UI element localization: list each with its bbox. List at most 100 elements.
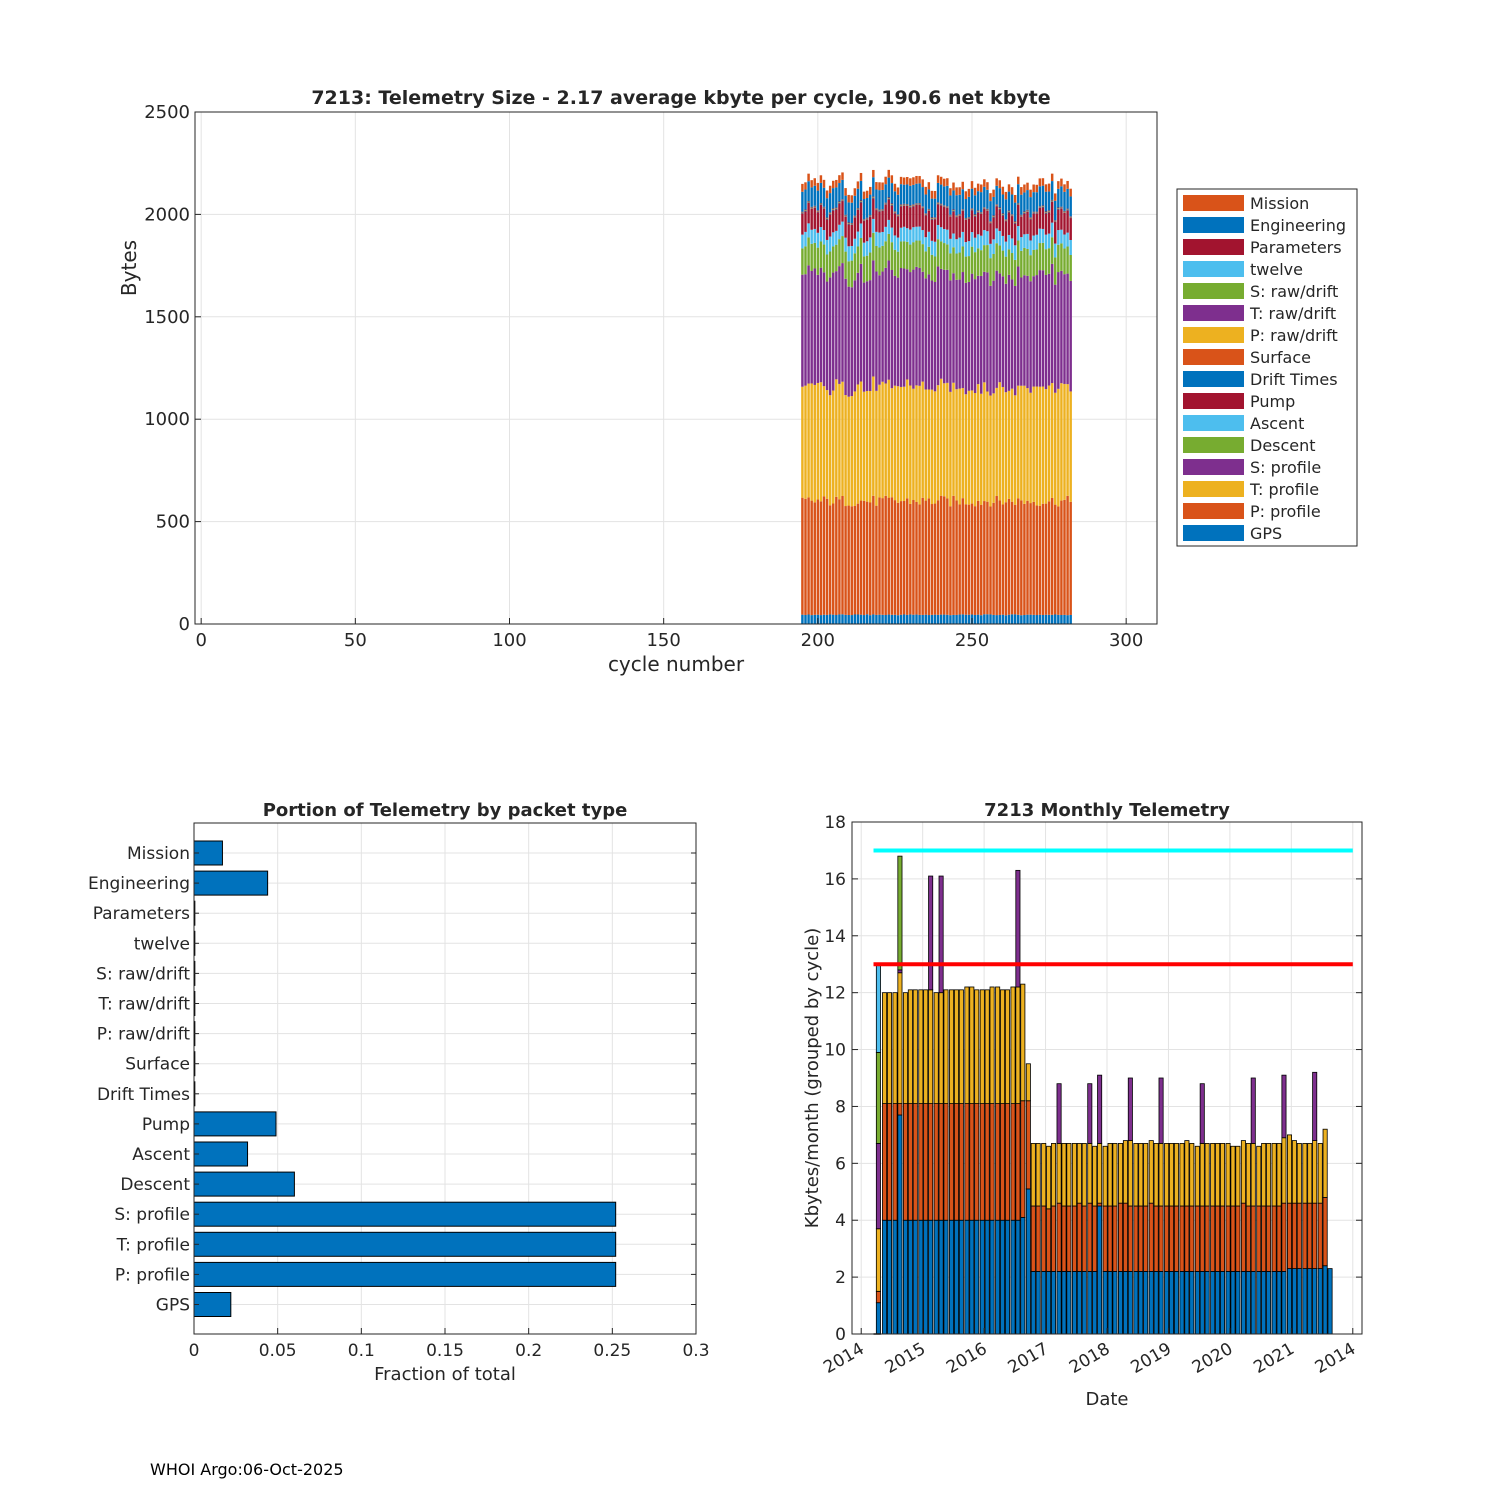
- bar-segment-descent: [819, 241, 823, 268]
- bar-segment-descent: [865, 255, 869, 282]
- bar-segment-drift-times: [1050, 201, 1054, 202]
- bar-segment-descent: [955, 253, 958, 280]
- bar-segment-s-profile: [869, 280, 872, 391]
- bar-segment-s-profile: [859, 263, 863, 382]
- bar-segment-mission: [995, 178, 998, 186]
- monthly-bar-segment: [1169, 1271, 1175, 1335]
- legend-swatch: [1183, 239, 1244, 255]
- bar-segment-descent: [1023, 247, 1026, 276]
- bar-segment-t-profile: [896, 386, 900, 503]
- bar-segment-t-profile: [862, 391, 866, 501]
- bar-segment-ascent: [995, 228, 998, 244]
- bar-segment-engineering: [899, 184, 903, 205]
- bar-segment-ascent: [819, 227, 823, 242]
- bar-segment-descent: [1047, 248, 1051, 274]
- bar-segment-parameters: [1066, 208, 1069, 210]
- bar-segment-s-profile: [804, 274, 807, 386]
- monthly-bar-segment: [933, 992, 939, 1105]
- bar-segment-p-profile: [970, 503, 974, 615]
- bar-segment-gps: [1010, 614, 1014, 624]
- monthly-bar-segment: [1245, 1143, 1251, 1207]
- bar-segment-engineering: [841, 179, 844, 200]
- bar-segment-t-profile: [936, 385, 940, 501]
- monthly-bar-segment: [882, 1219, 888, 1335]
- monthly-bar-segment: [1215, 1271, 1221, 1335]
- bar-segment-parameters: [872, 196, 875, 197]
- bar-t-profile: [193, 1231, 617, 1257]
- monthly-bar-segment: [1230, 1205, 1236, 1272]
- bar-segment-mission: [915, 175, 918, 184]
- bar-segment-drift-times: [878, 211, 881, 212]
- monthly-bar-segment: [1204, 1271, 1210, 1335]
- bar-segment-pump: [1001, 215, 1005, 236]
- bar-segment-mission: [970, 181, 974, 189]
- bar-segment-parameters: [961, 209, 964, 210]
- bar-segment-engineering: [896, 194, 900, 215]
- bar-segment-pump: [1010, 216, 1014, 239]
- bar-segment-t-profile: [1010, 388, 1014, 502]
- bar-segment-p-profile: [1013, 504, 1017, 615]
- bar-segment-engineering: [943, 186, 946, 206]
- bar-segment-ascent: [862, 242, 866, 257]
- bar-segment-pump: [1035, 213, 1038, 235]
- bar-segment-mission: [853, 188, 857, 196]
- bar-segment-pump: [930, 219, 934, 241]
- bar-segment-p-profile: [964, 504, 968, 615]
- bar-segment-drift-times: [1038, 207, 1042, 209]
- bar-segment-engineering: [1007, 191, 1011, 211]
- monthly-bar-segment: [1153, 1143, 1159, 1207]
- monthly-bar-segment: [907, 989, 913, 1104]
- bar-segment-ascent: [1004, 241, 1008, 257]
- bar-segment-p-profile: [801, 497, 804, 615]
- monthly-bar-segment: [1056, 1202, 1062, 1272]
- bar-segment-ascent: [1029, 240, 1032, 256]
- monthly-bar-segment: [1286, 1202, 1292, 1269]
- bar-segment-descent: [850, 260, 853, 288]
- bar-segment-p-profile: [1020, 500, 1023, 616]
- monthly-bar-segment: [1076, 1143, 1082, 1204]
- bar-segment-pump: [939, 205, 943, 228]
- bar-segment-p-profile: [915, 502, 918, 615]
- monthly-bar-segment: [1035, 1271, 1041, 1335]
- bar-segment-ascent: [1013, 245, 1017, 260]
- bar-s-profile: [193, 1201, 617, 1227]
- bar-segment-p-profile: [943, 496, 946, 615]
- bar-segment-ascent: [816, 232, 820, 248]
- bar-segment-t-profile: [1050, 383, 1054, 498]
- bar-segment-descent: [983, 245, 986, 272]
- bar-segment-gps: [989, 614, 992, 624]
- monthly-bar-segment: [1179, 1143, 1185, 1207]
- bar-segment-pump: [1063, 212, 1066, 235]
- monthly-bar-segment: [933, 1219, 939, 1335]
- bar-segment-descent: [869, 252, 872, 281]
- bar-segment-mission: [1041, 178, 1045, 186]
- bar-segment-gps: [878, 614, 881, 624]
- bar-segment-engineering: [998, 188, 1001, 208]
- bar-segment-descent: [862, 256, 866, 283]
- bar-segment-engineering: [952, 190, 955, 210]
- bar-segment-mission: [1007, 184, 1011, 192]
- bar-segment-t-profile: [958, 388, 961, 505]
- bar-segment-p-profile: [906, 498, 909, 615]
- y-axis-label: Bytes: [117, 240, 141, 296]
- bar-segment-s-profile: [844, 278, 847, 396]
- bar-segment-mission: [1069, 188, 1072, 197]
- monthly-bar-segment: [928, 1103, 934, 1221]
- bar-segment-descent: [847, 261, 850, 287]
- bar-segment-parameters: [884, 202, 887, 204]
- monthly-bar-segment: [974, 989, 980, 1104]
- bar-segment-ascent: [927, 231, 931, 247]
- x-tick-label: 0: [195, 630, 206, 651]
- bar-segment-parameters: [825, 217, 829, 219]
- bar-segment-s-profile: [893, 275, 897, 386]
- bar-segment-pump: [995, 206, 998, 229]
- bar-segment-ascent: [856, 231, 860, 247]
- bar-segment-mission: [943, 178, 946, 187]
- bar-segment-descent: [816, 247, 820, 275]
- monthly-bar-segment: [1240, 1202, 1246, 1272]
- bar-segment-parameters: [906, 204, 909, 205]
- monthly-bar-segment: [1025, 1063, 1031, 1102]
- monthly-bar-segment: [995, 1103, 1001, 1221]
- bar-segment-gps: [822, 614, 826, 624]
- monthly-bar-segment: [1225, 1271, 1231, 1335]
